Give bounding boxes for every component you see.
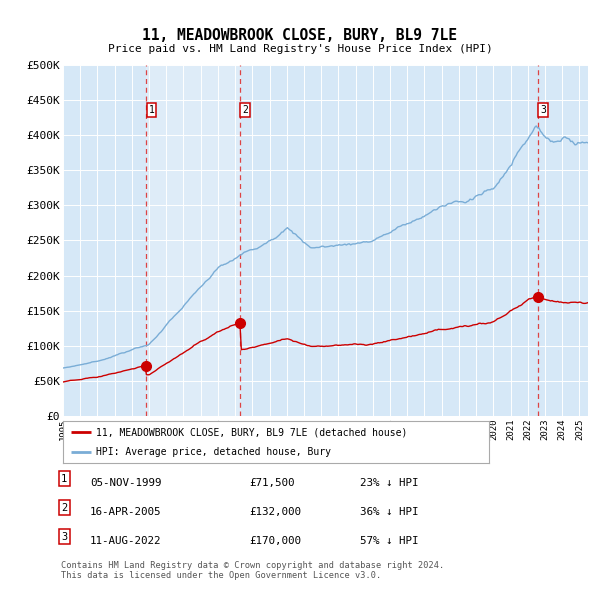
Text: 16-APR-2005: 16-APR-2005 (90, 507, 161, 517)
Bar (146, 65, 240, 416)
Text: Contains HM Land Registry data © Crown copyright and database right 2024.: Contains HM Land Registry data © Crown c… (61, 560, 445, 569)
Text: 05-NOV-1999: 05-NOV-1999 (90, 478, 161, 488)
Text: £71,500: £71,500 (249, 478, 295, 488)
Text: 2: 2 (242, 105, 248, 115)
Text: 2: 2 (61, 503, 67, 513)
Text: This data is licensed under the Open Government Licence v3.0.: This data is licensed under the Open Gov… (61, 571, 382, 580)
Text: £132,000: £132,000 (249, 507, 301, 517)
Text: 36% ↓ HPI: 36% ↓ HPI (360, 507, 419, 517)
Text: 1: 1 (61, 474, 67, 484)
Text: 11, MEADOWBROOK CLOSE, BURY, BL9 7LE: 11, MEADOWBROOK CLOSE, BURY, BL9 7LE (143, 28, 458, 43)
Text: 3: 3 (61, 532, 67, 542)
Text: 1: 1 (148, 105, 154, 115)
Text: £170,000: £170,000 (249, 536, 301, 546)
Text: HPI: Average price, detached house, Bury: HPI: Average price, detached house, Bury (96, 447, 331, 457)
Text: 3: 3 (540, 105, 546, 115)
Text: 11, MEADOWBROOK CLOSE, BURY, BL9 7LE (detached house): 11, MEADOWBROOK CLOSE, BURY, BL9 7LE (de… (96, 427, 407, 437)
Text: 11-AUG-2022: 11-AUG-2022 (90, 536, 161, 546)
Text: 57% ↓ HPI: 57% ↓ HPI (360, 536, 419, 546)
Text: 23% ↓ HPI: 23% ↓ HPI (360, 478, 419, 488)
Text: Price paid vs. HM Land Registry's House Price Index (HPI): Price paid vs. HM Land Registry's House … (107, 44, 493, 54)
